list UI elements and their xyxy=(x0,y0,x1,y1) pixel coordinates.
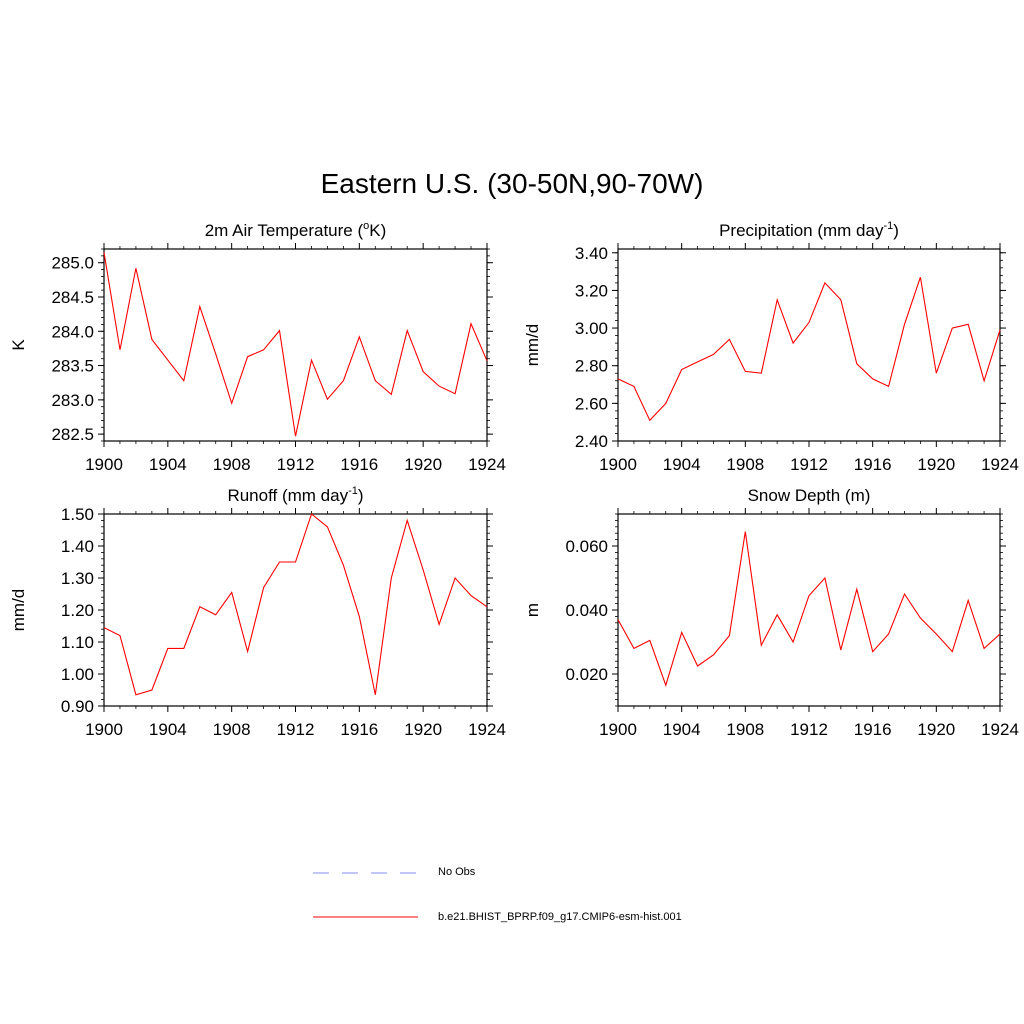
x-tick-label: 1916 xyxy=(340,720,378,739)
panel-title-text: Precipitation (mm day xyxy=(719,221,884,240)
x-tick-label: 1904 xyxy=(663,720,701,739)
x-tick-label: 1920 xyxy=(917,455,955,474)
y-tick-label: 282.5 xyxy=(51,425,94,444)
panel-title: Snow Depth (m) xyxy=(748,486,871,505)
x-tick-label: 1924 xyxy=(981,455,1019,474)
y-axis-label: mm/d xyxy=(523,324,542,367)
y-tick-label: 1.50 xyxy=(61,505,94,524)
y-tick-label: 0.90 xyxy=(61,697,94,716)
plot-frame xyxy=(617,513,1001,707)
plot-frame xyxy=(103,248,488,442)
panel-title-text: Runoff (mm day xyxy=(227,486,348,505)
panel-title-tail: ) xyxy=(358,486,364,505)
y-tick-label: 1.20 xyxy=(61,601,94,620)
x-tick-label: 1912 xyxy=(790,720,828,739)
x-tick-label: 1924 xyxy=(468,455,506,474)
panel-title-tail: ) xyxy=(893,221,899,240)
panel-tas: 2m Air Temperature (oK) K 1900 1904 1908 1912… xyxy=(9,220,506,474)
y-tick-label: 283.0 xyxy=(51,391,94,410)
y-tick-label: 0.020 xyxy=(565,665,608,684)
y-tick-label: 1.40 xyxy=(61,537,94,556)
y-tick-label: 1.30 xyxy=(61,569,94,588)
y-axis-label: mm/d xyxy=(9,589,28,632)
x-tick-label: 1912 xyxy=(277,720,315,739)
panel-title-tail: K) xyxy=(369,221,386,240)
x-tick-label: 1912 xyxy=(277,455,315,474)
x-tick-label: 1920 xyxy=(917,720,955,739)
x-tick-label: 1916 xyxy=(854,455,892,474)
x-tick-label: 1900 xyxy=(85,455,123,474)
panel-title-text: Snow Depth (m) xyxy=(748,486,871,505)
x-tick-label: 1900 xyxy=(85,720,123,739)
x-tick-label: 1904 xyxy=(149,455,187,474)
series-line-model xyxy=(617,531,1001,687)
y-tick-label: 3.40 xyxy=(575,244,608,263)
y-tick-label: 2.40 xyxy=(575,432,608,451)
series-line-model xyxy=(103,513,488,696)
legend-label-obs: No Obs xyxy=(438,866,476,878)
x-tick-label: 1920 xyxy=(404,455,442,474)
series-line-model xyxy=(103,252,488,437)
panel-title: Precipitation (mm day-1) xyxy=(719,220,899,240)
panel-runoff: Runoff (mm day-1) mm/d 1900 1904 1908 1912 191… xyxy=(9,485,506,739)
figure-title: Eastern U.S. (30-50N,90-70W) xyxy=(320,168,704,199)
x-tick-label: 1916 xyxy=(340,455,378,474)
x-tick-label: 1908 xyxy=(726,720,764,739)
x-tick-label: 1908 xyxy=(213,720,251,739)
y-axis-label: m xyxy=(523,603,542,617)
y-tick-label: 1.00 xyxy=(61,665,94,684)
y-axis-label: K xyxy=(9,339,28,351)
plot-frame xyxy=(617,248,1001,442)
x-tick-label: 1900 xyxy=(599,720,637,739)
panel-title: 2m Air Temperature (oK) xyxy=(205,220,387,240)
x-tick-label: 1924 xyxy=(468,720,506,739)
panel-title-superscript: -1 xyxy=(883,220,893,232)
plot-frame xyxy=(103,513,488,707)
x-tick-label: 1924 xyxy=(981,720,1019,739)
x-tick-label: 1908 xyxy=(213,455,251,474)
y-tick-label: 2.80 xyxy=(575,357,608,376)
y-tick-label: 3.00 xyxy=(575,319,608,338)
panel-precip: Precipitation (mm day-1) mm/d 1900 1904 1908… xyxy=(523,220,1019,474)
panel-snow: Snow Depth (m) m 1900 1904 1908 1912 1916 1920 1… xyxy=(523,486,1019,739)
panel-title-superscript: -1 xyxy=(348,485,358,497)
y-tick-label: 3.20 xyxy=(575,281,608,300)
x-tick-label: 1904 xyxy=(149,720,187,739)
y-tick-label: 284.5 xyxy=(51,288,94,307)
panel-title-superscript: o xyxy=(363,220,369,232)
series-line-model xyxy=(617,277,1001,422)
y-tick-label: 284.0 xyxy=(51,322,94,341)
x-tick-label: 1916 xyxy=(854,720,892,739)
panel-title-text: 2m Air Temperature ( xyxy=(205,221,364,240)
y-tick-label: 2.60 xyxy=(575,394,608,413)
legend-label-model: b.e21.BHIST_BPRP.f09_g17.CMIP6-esm-hist.… xyxy=(438,911,682,923)
x-tick-label: 1912 xyxy=(790,455,828,474)
y-tick-label: 0.040 xyxy=(565,601,608,620)
panel-title: Runoff (mm day-1) xyxy=(227,485,363,505)
x-tick-label: 1900 xyxy=(599,455,637,474)
x-tick-label: 1904 xyxy=(663,455,701,474)
y-tick-label: 283.5 xyxy=(51,357,94,376)
y-tick-label: 0.060 xyxy=(565,537,608,556)
x-tick-label: 1920 xyxy=(404,720,442,739)
y-tick-label: 285.0 xyxy=(51,254,94,273)
x-tick-label: 1908 xyxy=(726,455,764,474)
y-tick-label: 1.10 xyxy=(61,633,94,652)
